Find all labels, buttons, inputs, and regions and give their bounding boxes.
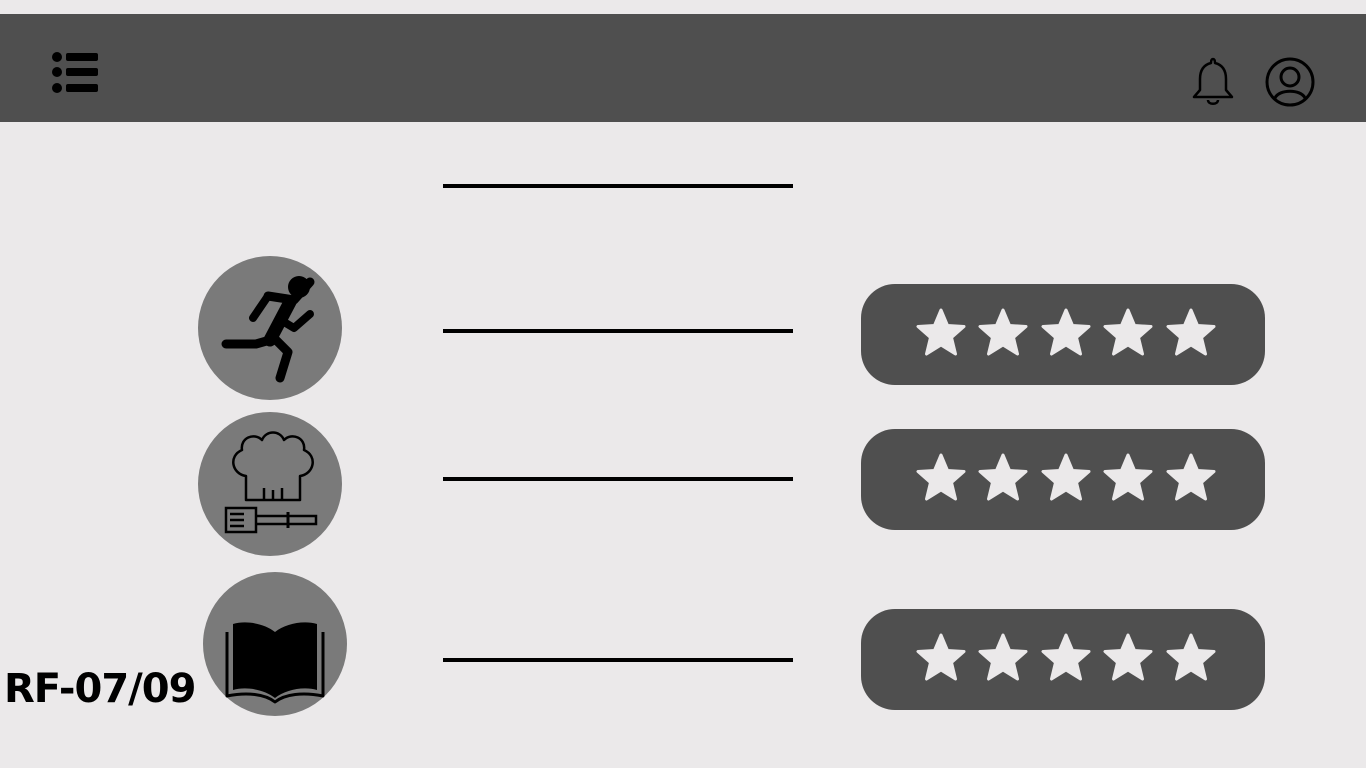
star-icon — [1103, 633, 1153, 681]
category-label-line — [443, 329, 793, 333]
star-3-button[interactable] — [1041, 453, 1091, 503]
menu-button[interactable] — [48, 50, 102, 100]
list-icon — [52, 52, 98, 93]
star-icon — [1166, 633, 1216, 681]
top-bar — [0, 14, 1366, 122]
notifications-button[interactable] — [1188, 56, 1238, 108]
profile-button[interactable] — [1263, 55, 1317, 109]
star-4-button[interactable] — [1103, 308, 1153, 358]
star-1-button[interactable] — [916, 308, 966, 358]
star-1-button[interactable] — [916, 633, 966, 683]
star-icon — [916, 453, 966, 501]
chef-hat-icon — [224, 431, 318, 534]
star-icon — [916, 633, 966, 681]
category-icon-reading[interactable] — [203, 572, 347, 716]
star-3-button[interactable] — [1041, 308, 1091, 358]
star-icon — [1103, 308, 1153, 356]
star-icon — [978, 308, 1028, 356]
star-icon — [1041, 308, 1091, 356]
open-book-icon — [225, 622, 325, 704]
star-1-button[interactable] — [916, 453, 966, 503]
screen-code-label: RF-07/09 — [4, 666, 196, 712]
star-icon — [1041, 453, 1091, 501]
star-icon — [1166, 308, 1216, 356]
star-icon — [916, 308, 966, 356]
star-icon — [1166, 453, 1216, 501]
star-5-button[interactable] — [1166, 453, 1216, 503]
category-icon-cooking[interactable] — [198, 412, 342, 556]
category-label-line — [443, 477, 793, 481]
rating-panel — [861, 284, 1265, 385]
star-2-button[interactable] — [978, 308, 1028, 358]
title-placeholder-line — [443, 184, 793, 188]
star-2-button[interactable] — [978, 453, 1028, 503]
star-icon — [1103, 453, 1153, 501]
star-4-button[interactable] — [1103, 633, 1153, 683]
star-5-button[interactable] — [1166, 633, 1216, 683]
category-icon-running[interactable] — [198, 256, 342, 400]
category-label-line — [443, 658, 793, 662]
star-3-button[interactable] — [1041, 633, 1091, 683]
user-circle-icon — [1265, 57, 1315, 107]
running-person-icon — [221, 276, 315, 383]
rating-panel — [861, 429, 1265, 530]
star-icon — [1041, 633, 1091, 681]
rating-panel — [861, 609, 1265, 710]
star-4-button[interactable] — [1103, 453, 1153, 503]
star-2-button[interactable] — [978, 633, 1028, 683]
bell-icon — [1192, 57, 1234, 105]
star-icon — [978, 453, 1028, 501]
star-icon — [978, 633, 1028, 681]
star-5-button[interactable] — [1166, 308, 1216, 358]
